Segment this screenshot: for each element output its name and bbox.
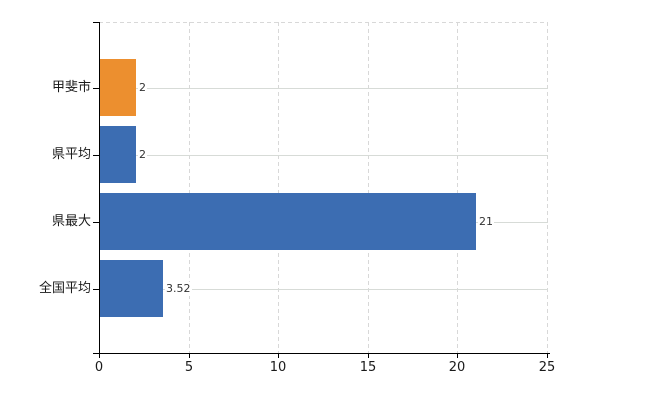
y-axis-tick bbox=[93, 289, 99, 290]
x-axis-line bbox=[93, 353, 550, 354]
bar-pref-max bbox=[100, 193, 476, 250]
bar-value-label: 3.52 bbox=[165, 282, 192, 296]
x-tick-label: 20 bbox=[448, 360, 466, 375]
bar-value-label: 2 bbox=[138, 148, 147, 162]
horizontal-gridline bbox=[100, 155, 548, 156]
y-axis-line bbox=[99, 22, 100, 358]
x-axis-tick bbox=[368, 353, 369, 358]
x-axis-tick bbox=[99, 353, 100, 358]
vertical-gridline bbox=[278, 22, 279, 353]
x-tick-label: 25 bbox=[538, 360, 556, 375]
horizontal-gridline bbox=[100, 289, 548, 290]
bar-value-label: 2 bbox=[138, 81, 147, 95]
vertical-gridline bbox=[189, 22, 190, 353]
category-label-pref-max: 県最大 bbox=[51, 214, 91, 229]
bar-kai-city bbox=[100, 59, 136, 116]
x-tick-label: 0 bbox=[94, 360, 104, 375]
y-axis-tick bbox=[93, 88, 99, 89]
category-label-pref-average: 県平均 bbox=[51, 147, 91, 162]
y-axis-top-tick bbox=[93, 22, 99, 23]
vertical-gridline bbox=[368, 22, 369, 353]
x-axis-tick bbox=[457, 353, 458, 358]
category-label-national-average: 全国平均 bbox=[38, 281, 91, 296]
category-label-kai-city: 甲斐市 bbox=[51, 80, 91, 95]
x-axis-tick bbox=[278, 353, 279, 358]
x-tick-label: 15 bbox=[359, 360, 377, 375]
plot-top-border bbox=[99, 22, 547, 23]
bar-value-label: 21 bbox=[478, 215, 494, 229]
horizontal-gridline bbox=[100, 88, 548, 89]
vertical-gridline bbox=[457, 22, 458, 353]
bar-national-average bbox=[100, 260, 163, 317]
x-axis-tick bbox=[189, 353, 190, 358]
x-axis-tick bbox=[547, 353, 548, 358]
vertical-gridline bbox=[547, 22, 548, 353]
y-axis-tick bbox=[93, 222, 99, 223]
x-tick-label: 5 bbox=[184, 360, 194, 375]
y-axis-tick bbox=[93, 155, 99, 156]
x-tick-label: 10 bbox=[269, 360, 287, 375]
bar-pref-average bbox=[100, 126, 136, 183]
